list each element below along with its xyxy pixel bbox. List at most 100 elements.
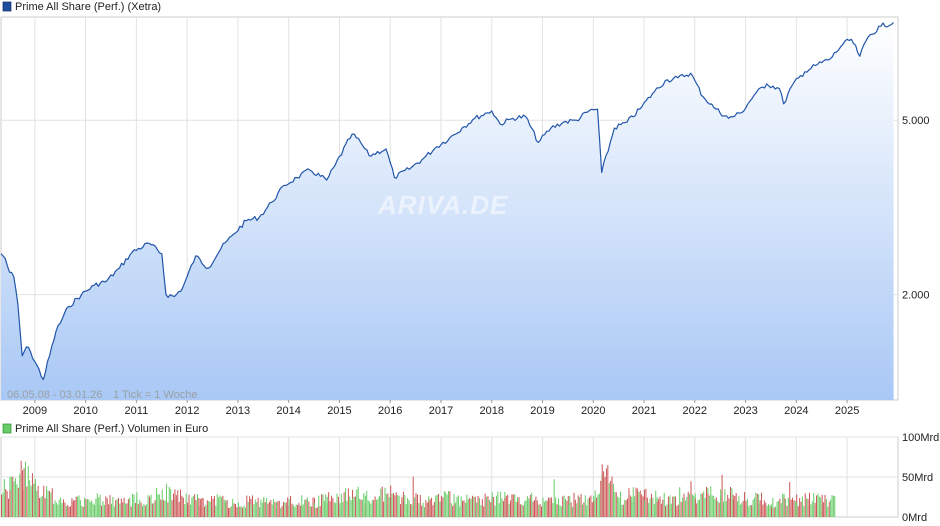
volume-bar xyxy=(777,500,779,517)
volume-bar xyxy=(154,500,156,517)
volume-bar xyxy=(160,499,162,517)
volume-bar xyxy=(701,493,703,517)
volume-bar xyxy=(102,501,104,517)
volume-bar xyxy=(277,501,279,517)
price-x-tick-label: 2017 xyxy=(429,405,453,417)
volume-bar xyxy=(99,494,101,517)
volume-bar xyxy=(350,500,352,517)
volume-bar xyxy=(354,496,356,517)
volume-bar xyxy=(521,504,523,517)
volume-bar xyxy=(732,499,734,517)
volume-bar xyxy=(453,504,455,517)
volume-bar xyxy=(641,494,643,517)
volume-bar xyxy=(721,474,723,517)
volume-bar xyxy=(184,503,186,517)
volume-bar xyxy=(60,505,62,517)
price-x-tick-label: 2012 xyxy=(175,405,199,417)
volume-bar xyxy=(534,499,536,517)
volume-bar xyxy=(824,494,826,517)
volume-bar xyxy=(563,495,565,517)
volume-bar xyxy=(680,501,682,517)
volume-bar xyxy=(501,498,503,517)
volume-bar xyxy=(325,494,327,517)
volume-bar xyxy=(332,498,334,517)
volume-bar xyxy=(587,498,589,517)
volume-bar xyxy=(473,496,475,517)
volume-bar xyxy=(628,488,630,517)
volume-bar xyxy=(41,495,43,517)
volume-bar xyxy=(804,493,806,517)
volume-bar xyxy=(16,484,18,517)
volume-bar xyxy=(526,496,528,517)
volume-bar xyxy=(658,498,660,517)
volume-bar xyxy=(178,501,180,517)
volume-bar xyxy=(621,504,623,517)
volume-bar xyxy=(557,498,559,517)
volume-bar xyxy=(700,493,702,517)
volume-bar xyxy=(522,505,524,517)
volume-bar xyxy=(690,481,692,517)
volume-bar xyxy=(374,496,376,517)
volume-bar xyxy=(385,494,387,517)
volume-bar xyxy=(212,498,214,517)
volume-bar xyxy=(164,500,166,517)
volume-bar xyxy=(622,504,624,517)
volume-bar xyxy=(525,500,527,517)
volume-bar xyxy=(706,486,707,517)
volume-bar xyxy=(710,486,712,517)
volume-bar xyxy=(257,497,259,517)
volume-bar xyxy=(439,501,441,517)
volume-bar xyxy=(773,507,775,517)
volume-bar xyxy=(614,491,616,517)
price-x-tick-label: 2013 xyxy=(226,405,250,417)
volume-bar xyxy=(811,501,813,517)
volume-bar xyxy=(586,505,588,517)
volume-bar xyxy=(672,496,674,517)
volume-bar xyxy=(460,496,462,517)
volume-bar xyxy=(26,486,28,517)
volume-bar xyxy=(5,488,7,517)
volume-bar xyxy=(161,489,163,517)
volume-bar xyxy=(769,505,771,517)
volume-bar xyxy=(357,486,359,517)
volume-bar xyxy=(714,499,716,517)
volume-bar xyxy=(552,502,554,517)
volume-bar xyxy=(449,491,451,517)
volume-bar xyxy=(704,497,706,517)
volume-bar xyxy=(594,490,596,517)
volume-bar xyxy=(244,507,246,517)
volume-bar xyxy=(78,495,80,517)
volume-bar xyxy=(144,505,146,517)
volume-bar xyxy=(452,506,454,517)
volume-bar xyxy=(588,497,590,517)
volume-bar xyxy=(491,492,493,517)
volume-bar xyxy=(329,501,331,517)
volume-bar xyxy=(271,504,273,517)
volume-bar xyxy=(404,495,406,517)
volume-bar xyxy=(359,498,361,517)
volume-bar xyxy=(92,503,94,517)
volume-bar xyxy=(782,493,784,517)
volume-bar xyxy=(806,498,808,517)
volume-bar xyxy=(123,503,125,517)
price-x-tick-label: 2016 xyxy=(378,405,402,417)
volume-bar xyxy=(580,494,582,517)
volume-bar xyxy=(304,499,306,517)
volume-bar xyxy=(744,492,746,517)
volume-bar xyxy=(627,498,629,517)
volume-bar xyxy=(47,490,49,517)
volume-bar xyxy=(502,501,504,517)
volume-bar xyxy=(820,497,822,517)
volume-bar xyxy=(715,497,717,517)
volume-bar xyxy=(363,493,365,517)
volume-bar xyxy=(163,499,165,517)
volume-bar xyxy=(649,498,651,517)
volume-bar xyxy=(394,495,396,517)
volume-bar xyxy=(225,500,227,517)
volume-bar xyxy=(156,487,158,517)
volume-bar xyxy=(127,499,129,517)
volume-bar xyxy=(603,471,605,517)
volume-bar xyxy=(412,476,414,517)
volume-bar xyxy=(218,497,220,517)
volume-bar xyxy=(817,493,819,517)
